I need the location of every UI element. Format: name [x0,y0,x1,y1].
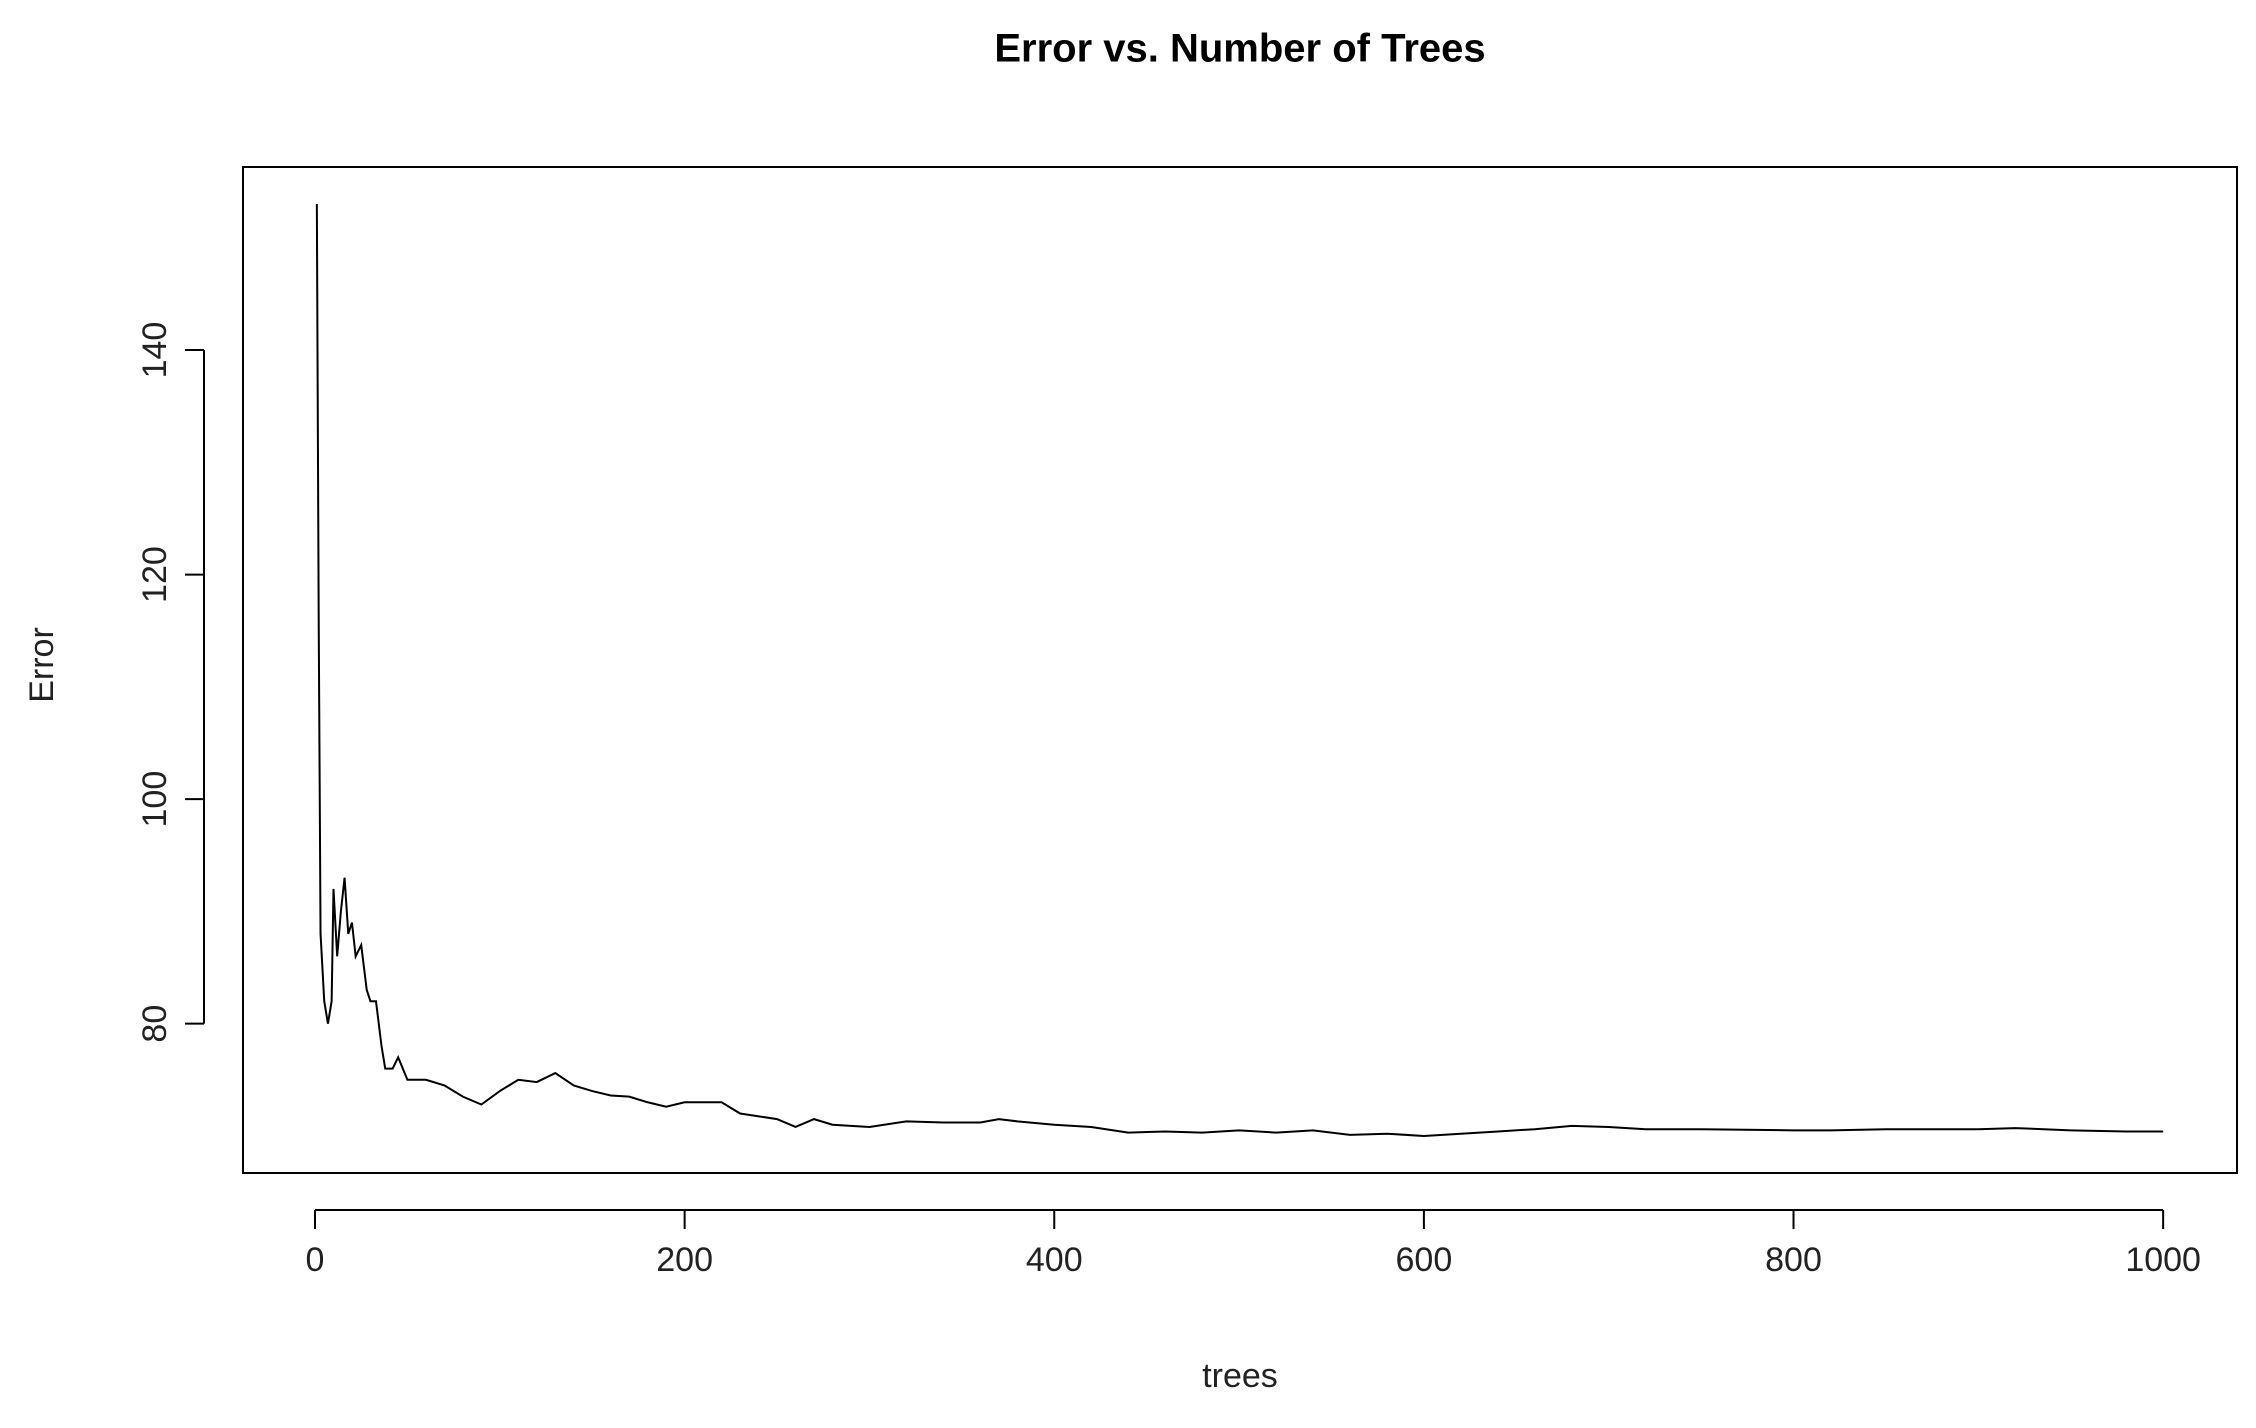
x-tick-label: 800 [1765,1241,1822,1279]
x-tick-label: 0 [306,1241,325,1279]
chart-title: Error vs. Number of Trees [994,27,1485,71]
y-tick-label: 120 [136,546,174,603]
x-axis-label: trees [1202,1357,1278,1395]
y-tick-label: 140 [136,322,174,379]
x-tick-label: 200 [656,1241,713,1279]
data-line [315,204,2164,1137]
x-tick-label: 1000 [2125,1241,2201,1279]
plot-frame [242,166,2238,1174]
x-tick-label: 400 [1026,1241,1083,1279]
y-tick-label: 80 [136,1005,174,1043]
y-axis-label: Error [23,627,61,703]
y-tick-label: 100 [136,771,174,828]
x-tick-label: 600 [1396,1241,1453,1279]
